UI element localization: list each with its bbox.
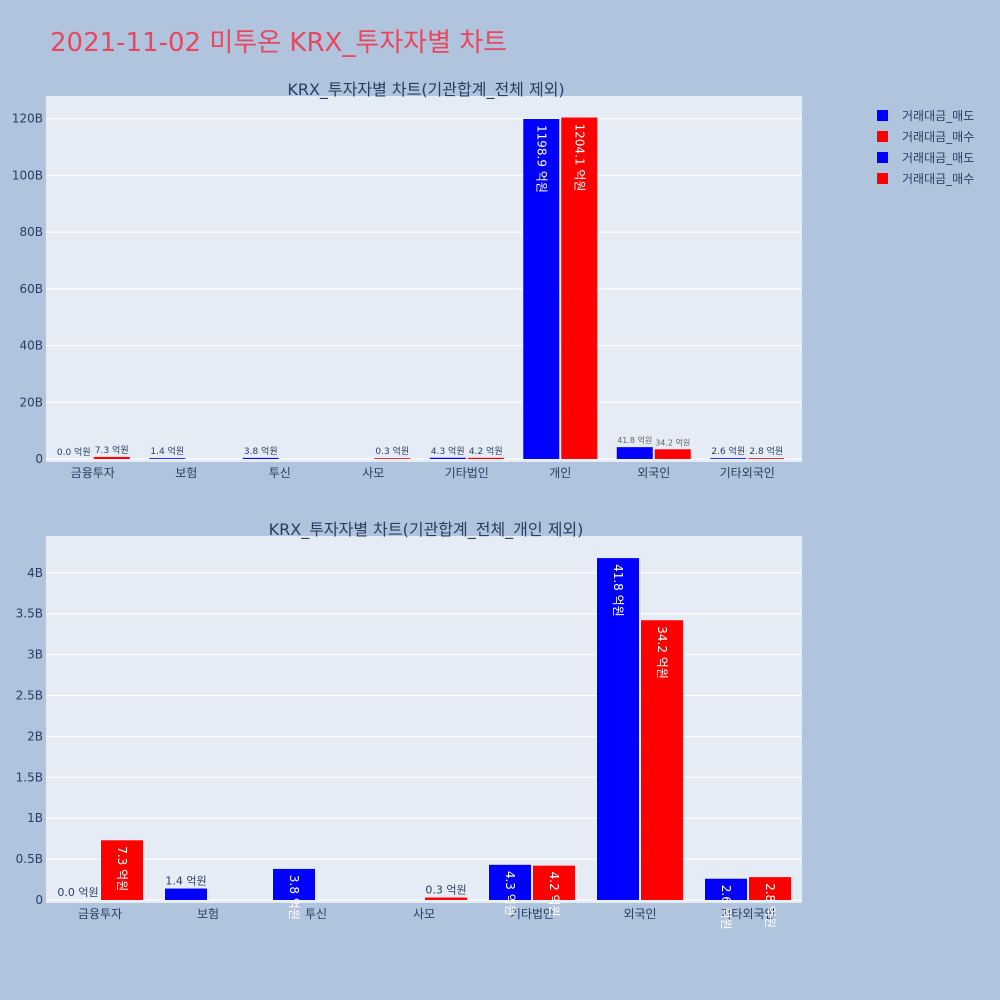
bar-buy [374, 458, 411, 459]
chart-title: KRX_투자자별 차트(기관합계_전체_개인 제외) [269, 520, 584, 540]
y-tick-label: 1B [27, 811, 43, 825]
y-tick-label: 80B [19, 225, 43, 239]
bar-buy [748, 458, 785, 459]
data-label: 0.3 억원 [425, 884, 466, 897]
data-label: 34.2 억원 [655, 437, 690, 447]
data-label: 0.0 억원 [57, 446, 91, 458]
legend-label: 거래대금_매도 [902, 151, 974, 165]
y-tick-label: 0 [35, 893, 43, 907]
x-tick-label: 사모 [413, 907, 435, 921]
legend-label: 거래대금_매수 [902, 172, 974, 186]
data-label: 4.2 억원 [547, 872, 561, 917]
data-label: 34.2 억원 [655, 626, 669, 679]
bar-buy [101, 840, 143, 900]
y-tick-label: 0.5B [16, 852, 43, 866]
bar-sell [616, 447, 653, 459]
y-tick-label: 4B [27, 566, 43, 580]
bar-buy [561, 117, 598, 459]
data-label: 2.8 억원 [763, 883, 777, 928]
legend-label: 거래대금_매수 [902, 130, 974, 144]
data-label: 7.3 억원 [115, 846, 129, 891]
x-tick-label: 기타법인 [445, 466, 489, 480]
bar-sell [705, 878, 747, 900]
bar-sell [523, 118, 560, 459]
x-tick-label: 개인 [549, 466, 571, 480]
y-tick-label: 60B [19, 282, 43, 296]
data-label: 1204.1 억원 [572, 124, 586, 192]
bar-sell [597, 558, 639, 900]
bar-sell [165, 888, 207, 900]
bar-buy [425, 897, 467, 900]
data-label: 1.4 억원 [165, 875, 206, 888]
legend-label: 거래대금_매도 [902, 109, 974, 123]
x-tick-label: 기타외국인 [720, 907, 775, 921]
plot-area [46, 536, 802, 903]
data-label: 0.0 억원 [57, 886, 98, 899]
bar-buy [654, 449, 691, 459]
y-tick-label: 1.5B [16, 770, 43, 784]
y-tick-label: 3B [27, 648, 43, 662]
data-label: 4.3 억원 [431, 445, 465, 457]
data-label: 2.6 억원 [719, 885, 733, 930]
x-tick-label: 기타외국인 [720, 466, 775, 480]
data-label: 3.8 억원 [244, 445, 278, 457]
data-label: 41.8 억원 [611, 564, 625, 617]
x-tick-label: 기타법인 [510, 907, 554, 921]
bar-sell [710, 458, 747, 459]
data-label: 2.8 억원 [749, 445, 783, 457]
x-tick-label: 보험 [175, 466, 197, 480]
x-tick-label: 외국인 [623, 907, 656, 921]
x-tick-label: 외국인 [637, 466, 670, 480]
data-label: 1198.9 억원 [534, 125, 548, 193]
bar-sell [429, 457, 466, 459]
bar-buy [533, 865, 575, 900]
data-label: 0.3 억원 [375, 445, 409, 457]
chart-panel-2: 0 0.5B 1B 1.5B 2B 2.5B 3B 3.5B 4B KRX_투자자별 차트(기관합… [16, 520, 802, 930]
bar-sell [149, 458, 186, 459]
y-tick-label: 20B [19, 395, 43, 409]
bar-sell [273, 868, 315, 900]
x-tick-label: 금융투자 [71, 466, 115, 480]
legend-swatch [877, 152, 888, 163]
page-title: 2021-11-02 미투온 KRX_투자자별 차트 [50, 28, 508, 58]
bar-buy [467, 457, 504, 459]
y-tick-label: 40B [19, 339, 43, 353]
legend-swatch [877, 110, 888, 121]
data-label: 3.8 억원 [287, 875, 301, 920]
x-tick-label: 금융투자 [78, 907, 122, 921]
plot-area [46, 96, 802, 462]
bar-buy [641, 620, 683, 900]
bar-sell [489, 864, 531, 900]
x-tick-label: 투신 [305, 907, 327, 921]
x-tick-label: 사모 [362, 466, 384, 480]
data-label: 41.8 억원 [617, 435, 652, 445]
data-label: 1.4 억원 [150, 445, 184, 457]
y-tick-label: 100B [12, 168, 43, 182]
data-label: 4.2 억원 [469, 445, 503, 457]
x-tick-label: 보험 [197, 907, 219, 921]
y-tick-label: 0 [35, 452, 43, 466]
data-label: 7.3 억원 [95, 444, 129, 456]
y-tick-label: 2.5B [16, 689, 43, 703]
y-tick-label: 3.5B [16, 607, 43, 621]
y-tick-label: 2B [27, 729, 43, 743]
bar-buy [93, 456, 130, 459]
legend-swatch [877, 131, 888, 142]
chart-panel-1: 0 20B 40B 60B 80B 100B 120B KRX_투자자별 차트(기관합계_전체… [12, 80, 802, 480]
chart-title: KRX_투자자별 차트(기관합계_전체 제외) [287, 80, 564, 100]
y-tick-label: 120B [12, 112, 43, 126]
bar-buy [749, 877, 791, 900]
legend-swatch [877, 173, 888, 184]
bar-sell [242, 457, 279, 459]
data-label: 4.3 억원 [503, 871, 517, 916]
x-tick-label: 투신 [269, 466, 291, 480]
data-label: 2.6 억원 [711, 445, 745, 457]
